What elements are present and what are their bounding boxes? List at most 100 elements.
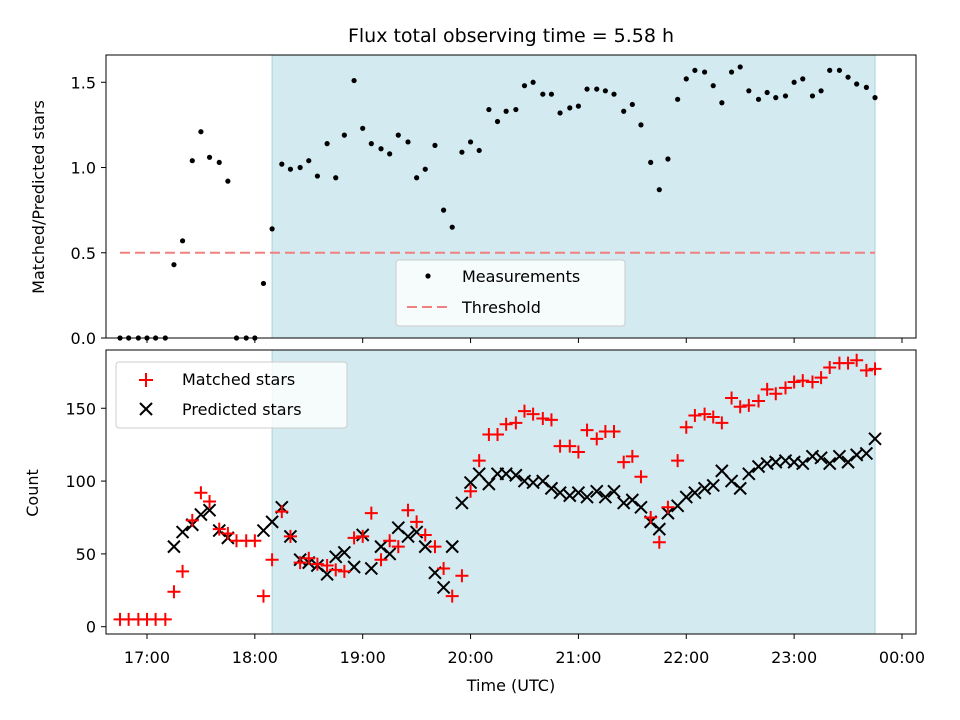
matched-star-point (698, 407, 712, 421)
predicted-star-point (868, 432, 882, 446)
matched-star-point (499, 417, 513, 431)
matched-star-point (158, 612, 172, 626)
predicted-star-point (751, 459, 766, 474)
measurement-point (351, 77, 357, 84)
predicted-star-point (482, 477, 496, 491)
measurement-point (557, 110, 563, 116)
matched-star-point (805, 375, 819, 389)
measurement-point (494, 118, 501, 125)
predicted-star-point (598, 490, 613, 504)
measurement-point (845, 74, 851, 80)
measurement-point (279, 161, 285, 167)
measurement-point (764, 89, 770, 96)
matched-star-point (212, 522, 226, 536)
measurement-point (422, 166, 428, 172)
measurement-point (648, 159, 654, 166)
matched-star-point (364, 506, 378, 520)
matched-star-point (715, 416, 729, 430)
matched-star-point (752, 394, 766, 408)
measurement-point (189, 158, 195, 164)
bottom-y-tick-label: 50 (76, 545, 96, 564)
matched-star-point (859, 363, 873, 377)
matched-star-point (383, 534, 397, 548)
bottom-legend-box (115, 361, 348, 429)
measurement-point (621, 108, 627, 114)
matched-star-point (517, 404, 531, 418)
matched-star-point (544, 413, 558, 427)
measurement-point (746, 88, 752, 94)
x-axis-label: Time (UTC) (466, 676, 555, 695)
predicted-star-point (418, 539, 432, 554)
measurement-point (486, 106, 492, 113)
matched-star-point (221, 527, 235, 541)
predicted-star-point (733, 481, 747, 496)
matched-star-point (256, 589, 270, 603)
matched-star-point (203, 494, 217, 508)
predicted-star-point (194, 507, 208, 522)
measurement-point (809, 93, 816, 99)
legend-matched-label: Matched stars (182, 370, 295, 389)
matched-star-point (401, 503, 415, 517)
predicted-star-point (563, 488, 577, 503)
predicted-star-point (634, 500, 648, 514)
top-y-tick-label: 1.5 (71, 73, 96, 92)
matched-star-point (536, 411, 550, 425)
predicted-star-point (382, 547, 397, 561)
matched-star-point (302, 551, 316, 565)
matched-star-point (337, 564, 351, 578)
predicted-star-point (571, 486, 586, 500)
measurement-point (368, 141, 374, 147)
matched-star-point (742, 398, 756, 412)
bottom-panel: 0 50 100 150 17:00 18:00 19:00 20:00 21:00 22:00 2… (23, 349, 925, 695)
matched-star-point (571, 445, 585, 459)
measurement-point (440, 207, 447, 213)
measurement-point (575, 103, 582, 109)
matched-star-point (347, 531, 361, 545)
matched-star-point (841, 356, 855, 370)
top-legend-box (395, 259, 626, 327)
measurement-point (432, 142, 438, 148)
measurement-point (333, 175, 339, 181)
measurement-point (449, 224, 455, 230)
matched-star-point (526, 407, 540, 421)
measurement-point (683, 76, 689, 82)
matched-star-point (310, 557, 324, 571)
measurement-point (836, 67, 843, 73)
x-tick-label: 21:00 (555, 648, 601, 667)
measurement-point (872, 95, 878, 101)
legend-threshold-label: Threshold (461, 298, 541, 317)
matched-star-point (580, 423, 594, 437)
measurement-point (414, 175, 420, 181)
measurement-point (818, 88, 824, 94)
matched-star-point (185, 513, 199, 527)
matched-star-point (194, 486, 208, 500)
measurement-point (791, 79, 797, 85)
measurement-point (629, 101, 635, 108)
matched-star-point (320, 559, 334, 573)
matched-star-point (625, 449, 639, 463)
predicted-star-point (337, 545, 352, 560)
x-tick-label: 23:00 (771, 648, 817, 667)
predicted-star-point (652, 522, 667, 536)
legend-measurements-marker (425, 273, 431, 279)
measurement-point (405, 139, 411, 145)
top-y-axis-label: Matched/Predicted stars (29, 100, 48, 294)
bottom-ticks: 0 50 100 150 17:00 18:00 19:00 20:00 21:00 22:00 2… (65, 399, 925, 667)
predicted-star-point (455, 496, 469, 510)
measurement-point (611, 91, 617, 97)
bottom-y-tick-label: 150 (65, 399, 96, 418)
matched-star-point (688, 409, 702, 423)
top-ticks: 0.0 0.5 1.0 1.5 (71, 73, 903, 348)
measurement-point (467, 139, 474, 145)
predicted-star-point (409, 525, 424, 539)
measurement-point (378, 146, 384, 152)
matched-star-point (607, 425, 621, 439)
matched-star-point (410, 515, 424, 529)
legend-predicted-marker (139, 402, 153, 416)
x-tick-label: 00:00 (879, 648, 925, 667)
measurement-point (198, 129, 204, 135)
measurement-point (530, 79, 536, 85)
measurement-point (719, 100, 725, 106)
top-panel: 0.0 0.5 1.0 1.5 Matched/Predicted stars Mea… (29, 54, 917, 348)
matched-star-point (418, 528, 432, 542)
